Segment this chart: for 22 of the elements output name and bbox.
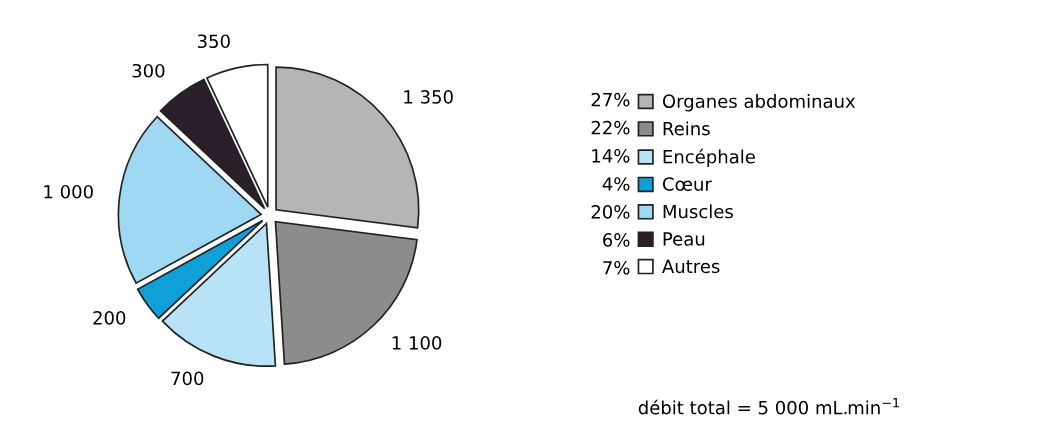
- data-label: 700: [171, 371, 204, 386]
- legend-label: Encéphale: [663, 148, 755, 168]
- legend-label: Cœur: [662, 177, 712, 191]
- data-label: 300: [132, 63, 165, 78]
- text: 6%: [603, 233, 630, 247]
- text: 22%: [591, 120, 630, 135]
- legend-label: Reins: [663, 121, 710, 136]
- legend-label: Organes abdominaux: [662, 94, 856, 112]
- text: 27%: [591, 92, 630, 107]
- legend-label: Peau: [663, 232, 705, 246]
- text: 7%: [603, 260, 630, 275]
- data-label: 350: [197, 34, 230, 49]
- text: 4%: [602, 177, 630, 191]
- text: 20%: [591, 205, 630, 219]
- legend-label: Autres: [662, 259, 720, 274]
- text: débit total = 5 000 mL.min$^{−1}$: [638, 398, 899, 415]
- data-label: 1 000: [44, 184, 93, 199]
- data-label: 1 100: [392, 336, 442, 350]
- legend-label: Muscles: [663, 204, 733, 219]
- text: 14%: [592, 148, 630, 163]
- data-label: 1 350: [404, 90, 453, 104]
- data-label: 200: [93, 311, 126, 325]
